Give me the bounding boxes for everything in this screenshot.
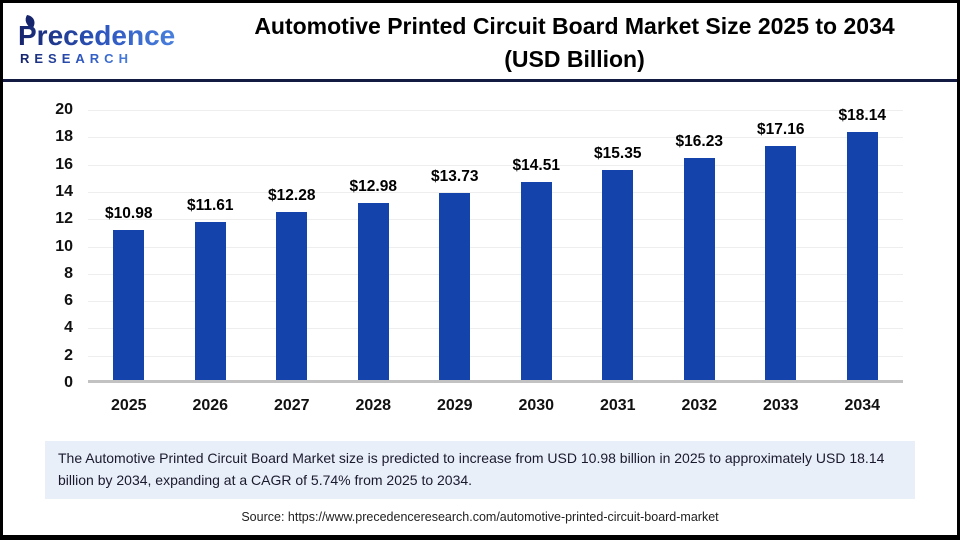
x-tick-2032: 2032	[681, 397, 718, 414]
y-tick-18: 18	[55, 128, 73, 146]
y-tick-2: 2	[64, 346, 73, 364]
value-label-2026: $11.61	[186, 196, 234, 214]
chart-title-line1: Automotive Printed Circuit Board Market …	[254, 12, 895, 39]
x-tick-2029: 2029	[436, 397, 473, 414]
bar-2026	[194, 221, 226, 380]
gridline-10	[88, 246, 903, 248]
y-tick-14: 14	[55, 182, 73, 200]
gridline-2	[88, 355, 903, 357]
x-tick-2027: 2027	[273, 397, 310, 414]
chart-title-line2: (USD Billion)	[504, 46, 645, 72]
y-tick-16: 16	[55, 155, 73, 173]
precedence-research-logo: Precedence RESEARCH	[17, 11, 202, 72]
gridline-18	[88, 137, 903, 139]
value-label-2031: $15.35	[594, 145, 642, 163]
logo-graphic: Precedence RESEARCH	[18, 14, 175, 66]
gridline-4	[88, 328, 903, 330]
x-tick-2034: 2034	[844, 397, 881, 414]
y-tick-12: 12	[55, 210, 73, 228]
value-label-2033: $17.16	[757, 120, 805, 138]
bar-2034	[846, 132, 878, 380]
bar-2029	[439, 192, 471, 380]
value-label-2027: $12.28	[268, 187, 316, 205]
header-divider	[3, 79, 957, 82]
value-label-2028: $12.98	[349, 177, 397, 195]
value-label-2029: $13.73	[431, 167, 479, 185]
header: Precedence RESEARCH Automotive Printed C…	[3, 3, 957, 79]
x-tick-2031: 2031	[599, 397, 636, 414]
y-tick-4: 4	[64, 319, 73, 337]
value-label-2032: $16.23	[675, 133, 723, 151]
logo-wordmark-text: Precedence	[18, 20, 175, 51]
x-tick-2025: 2025	[110, 397, 147, 414]
bar-2031	[602, 170, 634, 380]
y-tick-0: 0	[64, 374, 73, 391]
y-tick-6: 6	[64, 292, 73, 310]
x-tick-2026: 2026	[192, 397, 229, 414]
gridline-8	[88, 273, 903, 275]
gridline-12	[88, 219, 903, 221]
x-tick-2033: 2033	[762, 397, 799, 414]
source-line: Source: https://www.precedenceresearch.c…	[241, 510, 719, 525]
gridline-14	[88, 191, 903, 193]
logo-subtext: RESEARCH	[20, 51, 133, 66]
bar-2030	[520, 181, 552, 380]
bar-2027	[276, 212, 308, 380]
bar-2032	[683, 158, 715, 380]
bar-2025	[113, 230, 145, 380]
y-tick-20: 20	[55, 101, 73, 118]
value-label-2030: $14.51	[512, 156, 560, 174]
value-label-2025: $10.98	[105, 205, 153, 223]
bar-chart: $10.98 $11.61 $12.28 $12.98 $13.73 $14.51 $15.…	[3, 82, 957, 427]
plot-area: $10.98 $11.61 $12.28 $12.98 $13.73 $14.51 $15.…	[88, 107, 903, 383]
y-tick-10: 10	[55, 237, 73, 255]
bar-2028	[357, 202, 389, 380]
chart-title: Automotive Printed Circuit Board Market …	[202, 6, 947, 77]
value-label-2034: $18.14	[838, 107, 886, 125]
summary-note: The Automotive Printed Circuit Board Mar…	[45, 441, 915, 500]
leaf-icon	[25, 14, 35, 29]
gridline-6	[88, 301, 903, 303]
bar-2033	[765, 145, 797, 380]
gridline-16	[88, 164, 903, 166]
x-tick-2028: 2028	[355, 397, 392, 414]
y-tick-8: 8	[64, 264, 73, 282]
x-tick-2030: 2030	[518, 397, 555, 414]
gridline-20	[88, 110, 903, 111]
